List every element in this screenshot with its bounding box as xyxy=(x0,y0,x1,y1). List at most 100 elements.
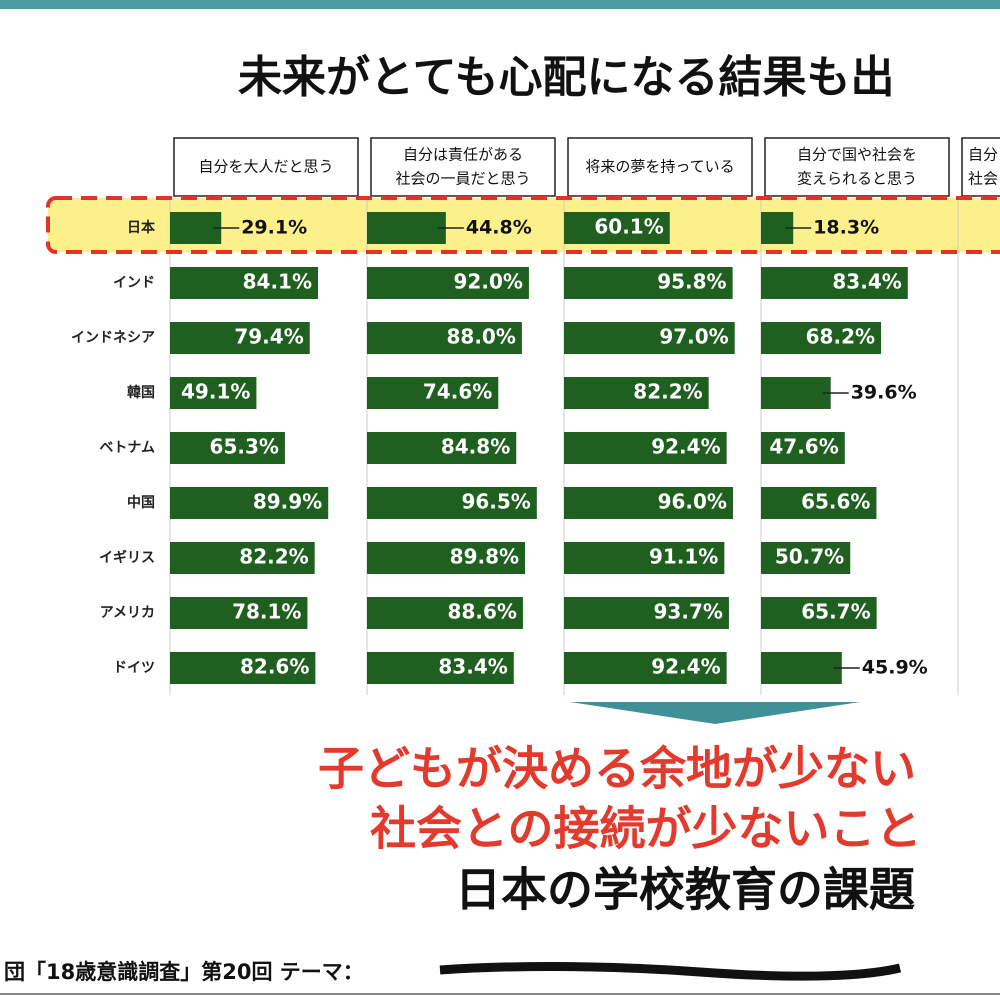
country-label: イギリス xyxy=(99,549,155,566)
bar xyxy=(170,432,285,464)
bar xyxy=(170,377,257,409)
footer: 団「18歳意識調査」第20回 テーマ： xyxy=(4,960,364,984)
value-label: 97.0% xyxy=(659,325,728,349)
bar xyxy=(367,597,523,629)
bar xyxy=(367,487,537,519)
header-text: 自分で国や社会を xyxy=(797,146,917,164)
value-label: 18.3% xyxy=(813,217,879,239)
value-label: 74.6% xyxy=(423,380,492,404)
bar xyxy=(761,597,877,629)
header-text: 変えられると思う xyxy=(797,170,917,188)
headline: 未来がとても心配になる結果も出 xyxy=(238,52,894,103)
value-label: 68.2% xyxy=(806,325,875,349)
value-label: 92.0% xyxy=(454,270,523,294)
value-label: 95.8% xyxy=(657,270,726,294)
bar xyxy=(170,267,319,299)
country-label: インド xyxy=(113,275,155,291)
message-3: 日本の学校教育の課題 xyxy=(455,863,915,917)
message-1: 子どもが決める余地が少ない xyxy=(318,742,916,796)
country-label: 韓国 xyxy=(127,384,155,401)
bar xyxy=(761,377,831,409)
value-label: 93.7% xyxy=(654,600,723,624)
bar xyxy=(170,542,315,574)
top-band xyxy=(0,0,1000,9)
bar xyxy=(367,542,526,574)
value-label: 49.1% xyxy=(181,380,250,404)
value-label: 89.9% xyxy=(253,490,322,514)
header-box xyxy=(173,137,359,197)
header-box xyxy=(370,137,556,197)
value-label: 50.7% xyxy=(775,545,844,569)
bar xyxy=(564,487,733,519)
bar xyxy=(761,487,877,519)
value-label: 91.1% xyxy=(649,545,718,569)
bar xyxy=(564,432,727,464)
country-label: ベトナム xyxy=(99,440,155,456)
bar xyxy=(367,432,517,464)
bar xyxy=(367,212,446,244)
bar xyxy=(170,597,308,629)
value-label: 96.5% xyxy=(461,490,530,514)
country-label: 中国 xyxy=(127,494,155,511)
header-text: 自分を大人だと思う xyxy=(198,158,333,176)
value-label: 83.4% xyxy=(438,655,507,679)
header-text: 自分は責任がある xyxy=(403,146,523,164)
japan-border xyxy=(46,196,1000,254)
value-label: 92.4% xyxy=(651,435,720,459)
bar xyxy=(367,377,499,409)
country-label: 日本 xyxy=(127,219,156,236)
header-box xyxy=(567,137,753,197)
value-label: 79.4% xyxy=(234,325,303,349)
bar xyxy=(761,542,851,574)
bar xyxy=(564,267,733,299)
bar xyxy=(367,652,514,684)
bar xyxy=(564,212,670,244)
bar xyxy=(564,377,709,409)
value-label: 84.8% xyxy=(441,435,510,459)
value-label: 65.3% xyxy=(210,435,279,459)
value-label: 60.1% xyxy=(594,215,663,239)
bar xyxy=(761,322,882,354)
header-text: 社会の一員だと思う xyxy=(395,170,530,188)
bar xyxy=(761,652,842,684)
value-label: 83.4% xyxy=(832,270,901,294)
value-label: 96.0% xyxy=(658,490,727,514)
header-text: 将来の夢を持っている xyxy=(585,158,734,176)
value-label: 45.9% xyxy=(862,657,928,679)
bar xyxy=(367,322,522,354)
value-label: 44.8% xyxy=(466,217,532,239)
value-label: 88.0% xyxy=(446,325,515,349)
header-text: 社会 xyxy=(968,170,998,188)
value-label: 29.1% xyxy=(241,217,307,239)
value-label: 39.6% xyxy=(851,382,917,404)
value-label: 82.6% xyxy=(240,655,309,679)
bar xyxy=(367,267,529,299)
bar xyxy=(170,652,316,684)
bar xyxy=(564,597,729,629)
value-label: 82.2% xyxy=(633,380,702,404)
bar xyxy=(170,487,329,519)
value-label: 82.2% xyxy=(239,545,308,569)
bar xyxy=(761,432,845,464)
header-box xyxy=(764,137,950,197)
bar xyxy=(564,542,725,574)
value-label: 47.6% xyxy=(769,435,838,459)
bar xyxy=(761,267,908,299)
bar xyxy=(564,322,735,354)
message-2: 社会との接続が少ないこと xyxy=(370,802,922,856)
value-label: 65.6% xyxy=(801,490,870,514)
value-label: 88.6% xyxy=(448,600,517,624)
country-label: インドネシア xyxy=(71,330,155,346)
country-label: アメリカ xyxy=(100,605,155,621)
header-text: 自分 xyxy=(968,146,998,164)
bar xyxy=(564,652,727,684)
arrow xyxy=(570,702,860,724)
value-label: 92.4% xyxy=(651,655,720,679)
bar xyxy=(170,322,310,354)
value-label: 65.7% xyxy=(801,600,870,624)
redaction xyxy=(439,961,902,981)
value-label: 84.1% xyxy=(243,270,312,294)
header-box xyxy=(961,137,1000,197)
country-label: ドイツ xyxy=(113,660,155,676)
